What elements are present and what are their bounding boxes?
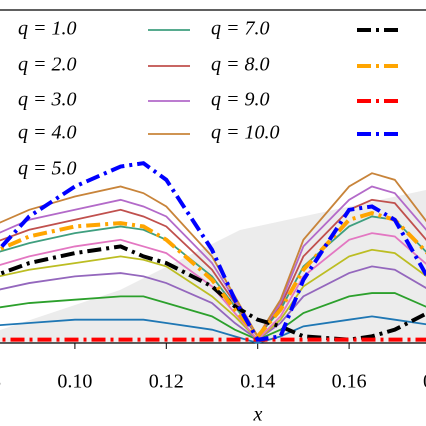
- series-line: [0, 244, 426, 342]
- series-line: [0, 161, 426, 342]
- legend-label: q = 10.0: [211, 122, 280, 144]
- legend-label: q = 5.0: [18, 158, 77, 180]
- series-line: [0, 248, 426, 341]
- x-tick-label: 0.14: [240, 371, 275, 393]
- legend-label: q = 2.0: [18, 54, 77, 76]
- series-line: [0, 292, 426, 341]
- series-line: [0, 211, 426, 340]
- legend-label: q = 3.0: [18, 89, 77, 111]
- shaded-region: [0, 190, 426, 343]
- x-tick-label: 0.18: [423, 371, 426, 393]
- x-tick-label: 0.10: [57, 371, 92, 393]
- legend-label: q = 4.0: [18, 122, 77, 144]
- legend-label: q = 9.0: [211, 89, 270, 111]
- legend-label: q = 7.0: [211, 18, 270, 40]
- x-tick-label: 0.12: [149, 371, 184, 393]
- x-tick-label: 0.08: [0, 371, 1, 393]
- x-axis-label: x: [253, 404, 263, 426]
- x-tick-label: 0.16: [332, 371, 367, 393]
- legend-label: q = 1.0: [18, 18, 77, 40]
- series-line: [0, 265, 426, 341]
- series-line: [0, 232, 426, 342]
- series-line: [0, 315, 426, 344]
- legend-label: q = 8.0: [211, 54, 270, 76]
